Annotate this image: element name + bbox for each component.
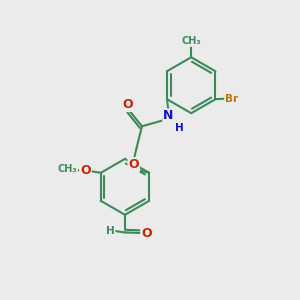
Text: H: H (175, 123, 184, 133)
Text: O: O (141, 226, 152, 239)
Text: O: O (122, 98, 133, 111)
Text: O: O (128, 158, 139, 171)
Text: N: N (163, 110, 174, 122)
Text: CH₃: CH₃ (57, 164, 77, 174)
Text: H: H (106, 226, 115, 236)
Text: Br: Br (225, 94, 238, 103)
Text: O: O (80, 164, 91, 177)
Text: CH₃: CH₃ (182, 36, 201, 46)
